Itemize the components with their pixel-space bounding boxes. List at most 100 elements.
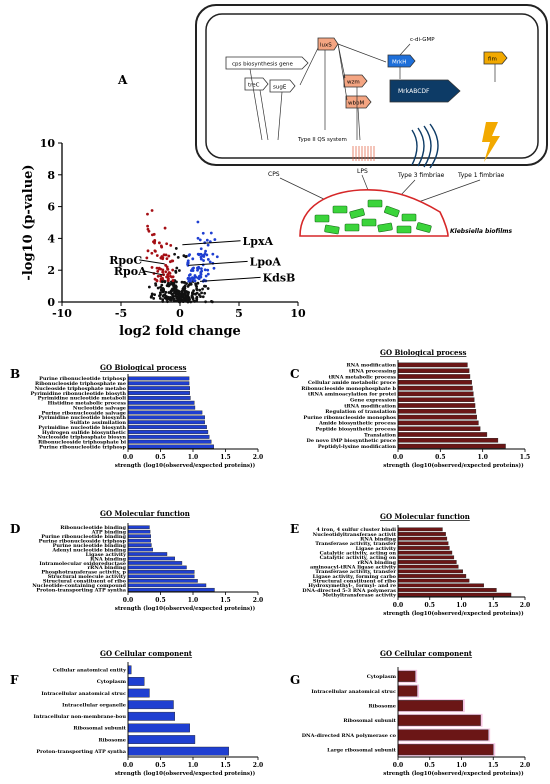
category-label: Nucleoside triphosphate metabo [35, 386, 127, 392]
category-label: Cytoplasm [367, 674, 397, 680]
panel-title: GO Cellular component [100, 649, 193, 658]
volcano-point [154, 282, 157, 286]
category-label: Structural molecule activity [48, 574, 128, 580]
volcano-point [167, 254, 171, 258]
volcano-point [202, 255, 206, 258]
category-label: Transferase activity, transfer [315, 541, 396, 547]
bar [127, 552, 168, 556]
volcano-point [155, 278, 159, 282]
bar [127, 665, 132, 675]
bar [397, 670, 416, 682]
volcano-annotation-label: LpoA [250, 255, 282, 268]
x-tick-label: 0.5 [155, 454, 165, 461]
volcano-x-label: log2 fold change [119, 324, 241, 339]
category-label: Nucleotidyltransferase activit [313, 532, 397, 538]
category-label: ATP binding [91, 530, 127, 536]
category-label: Gene expression [350, 398, 396, 404]
volcano-point [174, 299, 178, 303]
volcano-plot: 0 2 4 6 8 10 -10 -5 0 5 10 log2 fold change -log10 (… [21, 137, 306, 339]
category-label: Ribonucleoside triphosphate bi [38, 440, 126, 446]
volcano-point [170, 259, 174, 263]
panel-g: G GO Cellular component Cytoplasm Intracell… [290, 649, 530, 777]
volcano-point [198, 238, 202, 242]
category-label: Histidine metabolic process [48, 401, 127, 407]
category-label: Ligase activity, forming carbo [313, 574, 397, 580]
volcano-point [150, 292, 154, 296]
category-label: 4 iron, 4 sulfur cluster bindi [316, 527, 396, 533]
category-label: Sulfate assimilation [70, 420, 126, 426]
volcano-point [198, 252, 202, 256]
volcano-point [161, 270, 165, 274]
gene-trec-box [244, 77, 269, 91]
gene-suge-label: sugE [273, 85, 287, 91]
bar [127, 587, 215, 592]
panel-letter-d: D [10, 522, 20, 536]
bar [397, 532, 446, 536]
bar [127, 570, 195, 574]
volcano-point [161, 268, 165, 272]
volcano-annotation-label: RpoA [114, 265, 147, 278]
x-tick-label: 2.0 [520, 762, 530, 769]
volcano-point [201, 231, 205, 235]
volcano-point [153, 238, 157, 242]
x-tick-label: 2.0 [253, 454, 263, 461]
x-axis-title: strength (log10(observed/expected protei… [115, 605, 256, 612]
volcano-point [194, 284, 198, 287]
bar [397, 569, 463, 574]
gene-fim-box [483, 51, 508, 65]
x-tick-label: 1.0 [456, 602, 466, 609]
volcano-point [164, 290, 168, 294]
category-label: Translation [364, 432, 396, 438]
x-tick-label: 0.0 [393, 602, 403, 609]
regulation-arrows [249, 43, 496, 141]
volcano-point [165, 257, 169, 261]
x-tick-label: 2.0 [253, 762, 263, 769]
bar [397, 583, 484, 588]
volcano-point [166, 279, 170, 283]
category-label: DNA-directed RNA polymerase co [302, 733, 397, 739]
volcano-point [160, 245, 164, 249]
x-tick-label: 1.0 [188, 454, 198, 461]
type1-fimbriae-label: Type 1 fimbriae [457, 172, 505, 179]
volcano-point [165, 242, 169, 246]
gene-cps-label: cps biosynthesis gene [232, 62, 294, 68]
volcano-point [145, 256, 149, 260]
volcano-point [200, 269, 204, 273]
volcano-point [180, 280, 184, 284]
volcano-annotation-line [139, 259, 165, 265]
volcano-point [162, 253, 166, 257]
volcano-point [194, 292, 197, 296]
volcano-point [206, 268, 210, 272]
volcano-point [201, 295, 205, 299]
category-label: Purine ribonucleotide binding [41, 534, 126, 540]
biofilm-label: Klebsiella biofilms [450, 228, 513, 235]
volcano-point [162, 273, 166, 277]
volcano-point [171, 268, 175, 272]
volcano-y-tick-label: 0 [47, 296, 55, 309]
volcano-point [196, 236, 200, 240]
bar [397, 527, 443, 532]
bar [127, 386, 190, 391]
bar [397, 592, 512, 597]
volcano-point [203, 268, 207, 272]
volcano-point [176, 291, 180, 294]
bar [127, 376, 190, 381]
volcano-point [150, 266, 154, 269]
volcano-point [180, 289, 184, 293]
category-label: RNA binding [360, 536, 396, 542]
bar [397, 564, 459, 569]
type3-fimbriae-label: Type 3 fimbriae [397, 172, 445, 179]
volcano-x-tick-label: 0 [176, 307, 184, 320]
volcano-point [158, 297, 162, 300]
bar [127, 444, 215, 449]
gene-fim-label: fim [488, 57, 497, 63]
volcano-point [165, 275, 168, 279]
bar [397, 536, 448, 541]
volcano-point [158, 294, 161, 298]
category-label: Nucleotide-containing compound [32, 583, 126, 589]
gene-mrkh-box [387, 54, 416, 68]
category-label: Ribosome [368, 703, 396, 709]
volcano-annotation-line [200, 276, 261, 282]
volcano-point [206, 272, 210, 276]
category-label: Catalytic activity, acting on [320, 555, 397, 561]
